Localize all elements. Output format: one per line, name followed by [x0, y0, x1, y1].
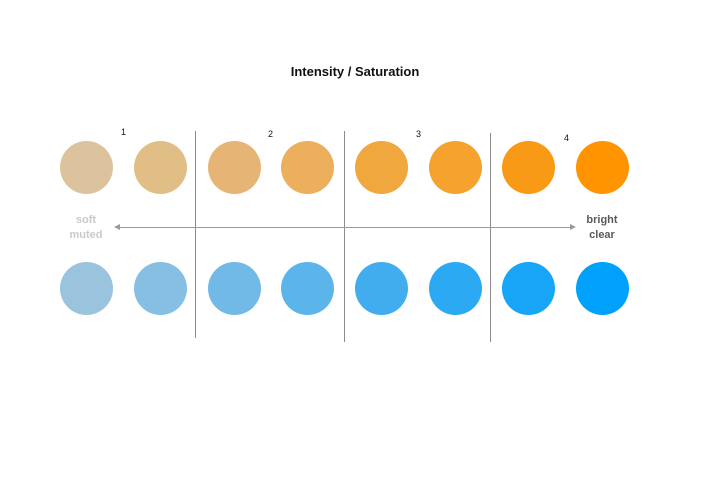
orange-swatch — [208, 141, 261, 194]
diagram-title: Intensity / Saturation — [290, 64, 420, 79]
orange-swatch — [134, 141, 187, 194]
blue-swatch — [281, 262, 334, 315]
orange-swatch — [502, 141, 555, 194]
orange-swatch — [355, 141, 408, 194]
blue-swatch — [60, 262, 113, 315]
axis-label-clear: clear — [589, 229, 615, 241]
axis-label-soft-muted: soft muted — [62, 213, 110, 243]
orange-swatch — [60, 141, 113, 194]
segment-label-3: 3 — [416, 129, 422, 139]
blue-swatch — [355, 262, 408, 315]
blue-swatch — [134, 262, 187, 315]
segment-divider-3 — [490, 133, 491, 342]
axis-label-bright: bright — [586, 214, 618, 226]
orange-swatch — [429, 141, 482, 194]
blue-swatch — [429, 262, 482, 315]
segment-label-1: 1 — [121, 127, 127, 137]
blue-swatch — [208, 262, 261, 315]
segment-divider-1 — [195, 131, 196, 338]
orange-swatch — [281, 141, 334, 194]
blue-swatch — [502, 262, 555, 315]
axis-label-muted: muted — [69, 229, 103, 241]
axis-arrow-left — [114, 224, 120, 230]
axis-label-soft: soft — [75, 214, 97, 226]
orange-swatch — [576, 141, 629, 194]
segment-divider-2 — [344, 131, 345, 342]
intensity-axis-line — [118, 227, 572, 228]
segment-label-4: 4 — [564, 133, 570, 143]
segment-label-2: 2 — [268, 129, 274, 139]
blue-swatch — [576, 262, 629, 315]
axis-label-bright-clear: bright clear — [578, 213, 626, 243]
axis-arrow-right — [570, 224, 576, 230]
